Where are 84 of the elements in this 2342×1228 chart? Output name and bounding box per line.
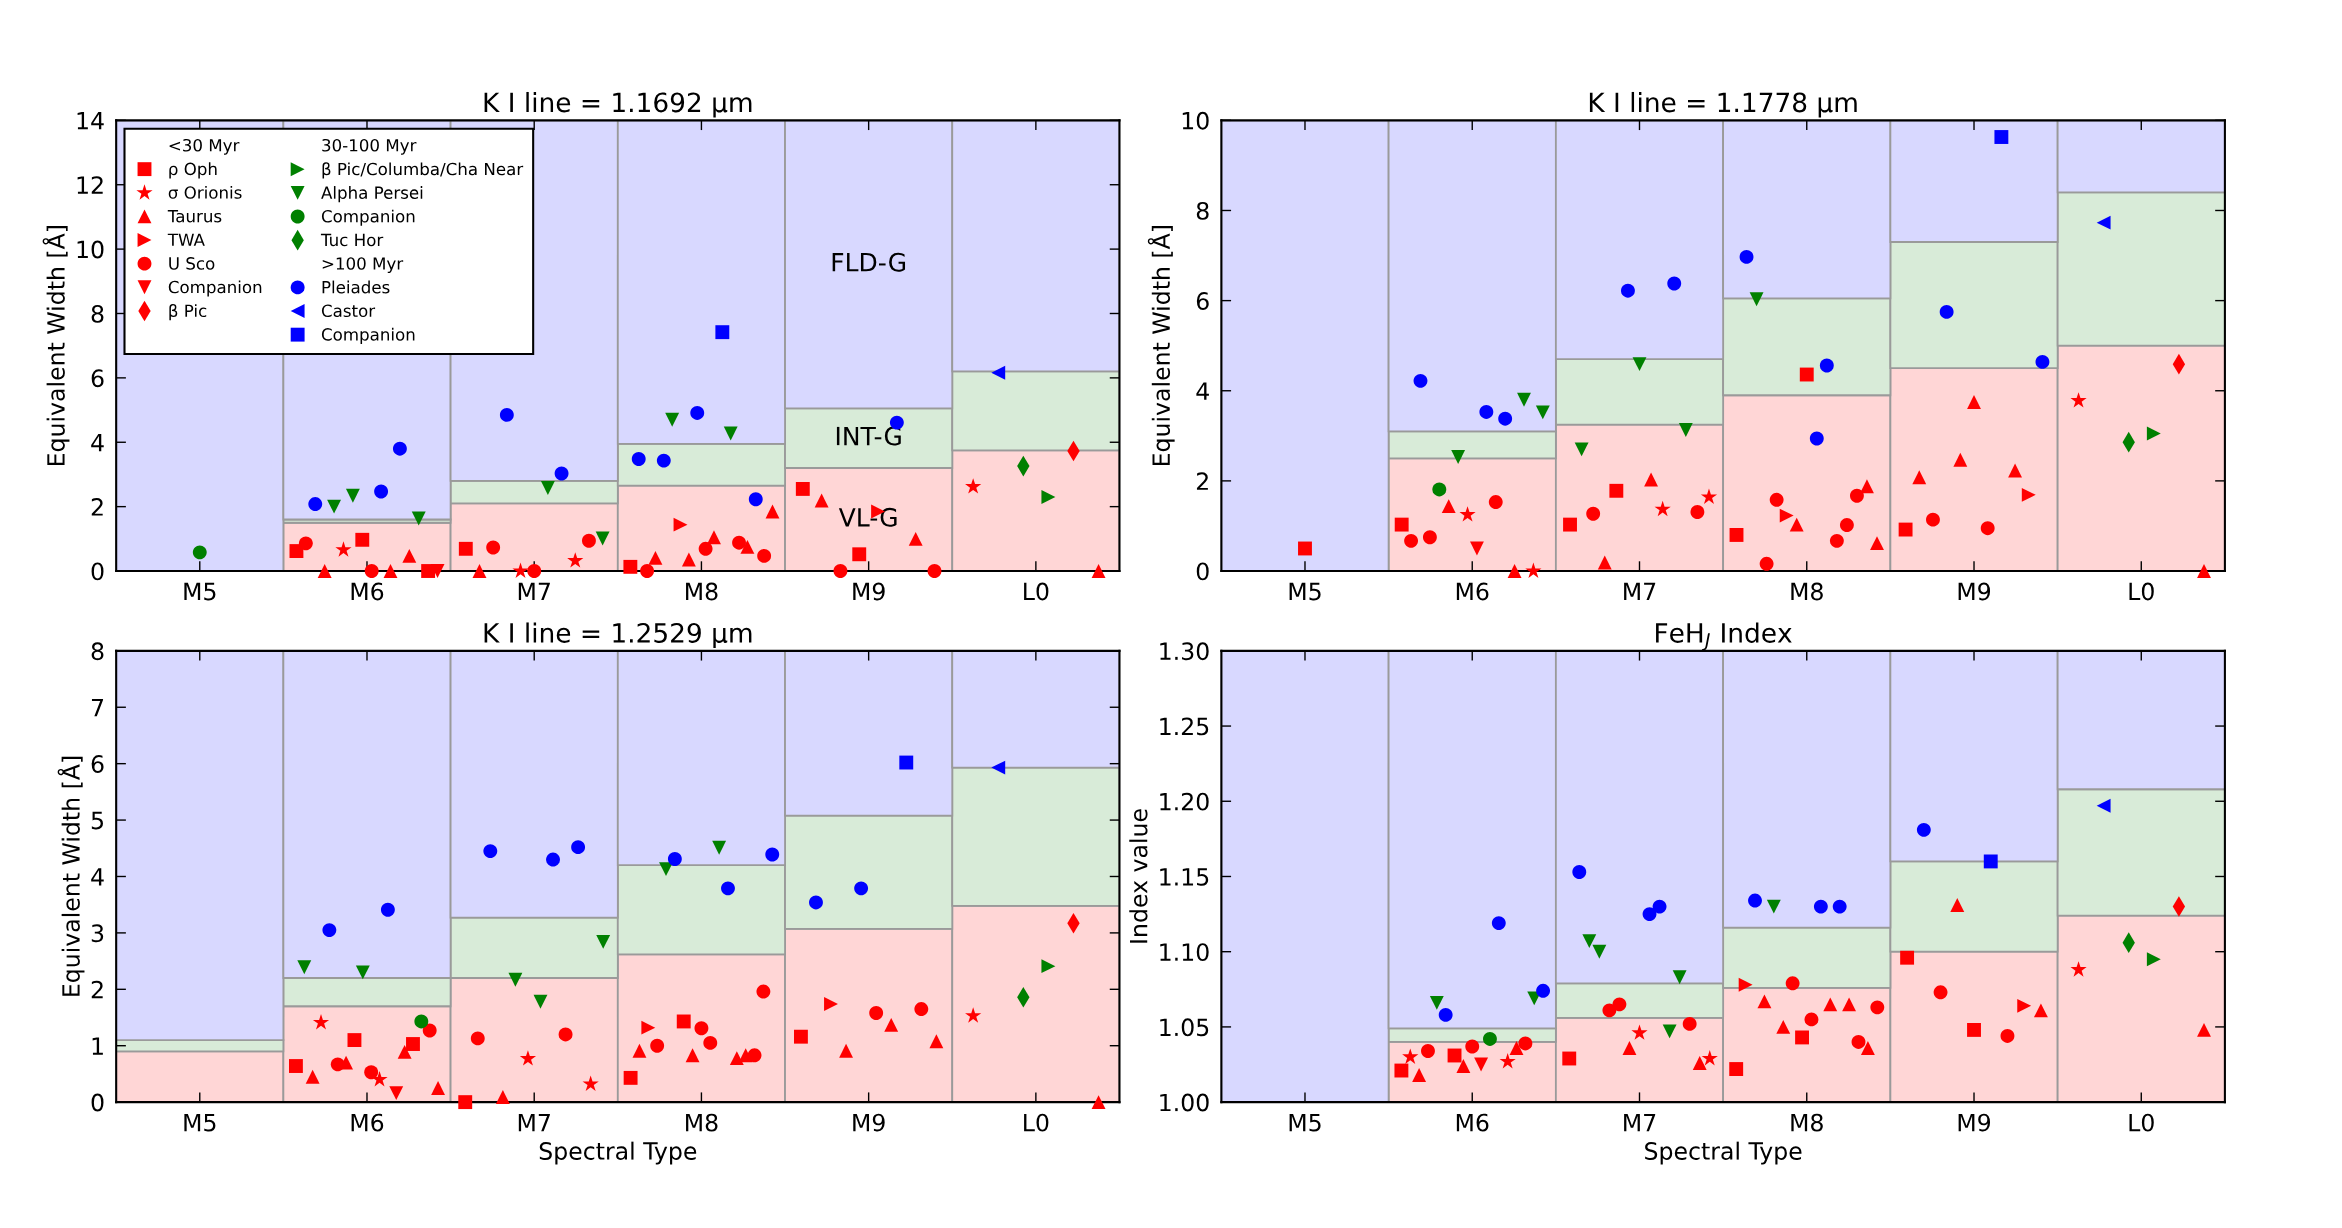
x-tick-label: M6 (1456, 1113, 1489, 1132)
y-tick-label: 1.00 (1160, 1093, 1209, 1112)
legend-label: TWA (167, 233, 205, 246)
x-tick-label: M9 (1958, 582, 1991, 601)
x-tick-label: M8 (686, 1113, 718, 1132)
series-label: INT-G (836, 426, 901, 446)
x-tick-label: M7 (1624, 1113, 1656, 1132)
y-tick-label: 3 (91, 924, 104, 943)
chart-title: K I line = 1.1692 μm (484, 91, 752, 118)
y-tick-label: 6 (1196, 292, 1209, 310)
legend-label: Alpha Persei (321, 186, 423, 203)
legend-label: Pleiades (322, 280, 390, 294)
y-tick-label: 6 (91, 369, 104, 388)
y-tick-label: 0 (91, 1093, 104, 1112)
series-label: VL-G (838, 507, 897, 527)
y-tick-label: 12 (77, 176, 103, 194)
x-tick-label: M5 (1289, 582, 1321, 601)
x-tick-label: L0 (2129, 1113, 2154, 1132)
y-axis-title: Equivalent Width [Å] (1147, 226, 1175, 466)
y-tick-label: 1.05 (1160, 1018, 1209, 1037)
y-tick-label: 8 (91, 304, 104, 323)
x-axis-title: Spectral Type (1645, 1141, 1802, 1165)
legend-label: Companion (321, 327, 415, 344)
y-tick-label: 7 (91, 699, 104, 717)
y-axis-title: Index value (1129, 809, 1148, 943)
y-axis-title: Equivalent Width [Å] (42, 226, 70, 466)
y-tick-label: 1.30 (1160, 642, 1209, 661)
annotation: <30 Myr (169, 138, 240, 155)
chart-title: FeH$_{J}$ Index (1656, 622, 1792, 651)
legend-label: Taurus (167, 210, 222, 223)
x-tick-label: L0 (1024, 582, 1049, 601)
y-tick-label: 4 (91, 434, 104, 452)
y-tick-label: 5 (91, 811, 103, 830)
y-tick-label: 4 (91, 868, 104, 886)
x-tick-label: M5 (184, 582, 216, 601)
y-tick-label: 8 (91, 642, 104, 661)
y-tick-label: 1 (92, 1037, 103, 1055)
annotation: 30-100 Myr (322, 138, 417, 155)
x-tick-label: M8 (1791, 582, 1823, 601)
x-tick-label: M7 (518, 582, 550, 601)
y-tick-label: 0 (1196, 562, 1209, 581)
x-tick-label: M5 (1289, 1113, 1321, 1132)
x-tick-label: M5 (184, 1113, 216, 1132)
x-tick-label: M9 (853, 1113, 885, 1132)
legend-label: ρ Oph (169, 162, 217, 179)
x-tick-label: M9 (1958, 1113, 1991, 1132)
legend-label: U Sco (169, 257, 215, 270)
x-axis-title: Spectral Type (539, 1141, 697, 1165)
legend-label: Castor (321, 304, 376, 318)
x-tick-label: M7 (518, 1113, 550, 1132)
y-tick-label: 10 (77, 240, 104, 259)
y-axis-title: Equivalent Width [Å] (57, 756, 85, 996)
x-tick-label: M9 (853, 582, 885, 601)
x-tick-label: M6 (351, 1113, 384, 1132)
x-tick-label: M6 (351, 582, 384, 601)
y-tick-label: 1.10 (1160, 943, 1209, 962)
chart-title: K I line = 1.2529 μm (484, 622, 752, 648)
y-tick-label: 1.20 (1160, 792, 1209, 811)
legend-label: Companion (321, 209, 415, 226)
x-tick-label: M8 (686, 582, 718, 601)
legend-label: σ Orionis (168, 185, 242, 199)
y-tick-label: 0 (91, 562, 104, 581)
y-tick-label: 4 (1196, 382, 1209, 400)
y-tick-label: 2 (91, 498, 103, 516)
legend-label: β Pic (169, 304, 207, 321)
chart-title: K I line = 1.1778 μm (1589, 91, 1857, 118)
x-tick-label: M7 (1624, 582, 1656, 601)
y-tick-label: 10 (1182, 111, 1209, 130)
y-tick-label: 1.25 (1160, 717, 1209, 736)
legend-label: Companion (168, 280, 262, 297)
legend-label: Tuc Hor (320, 233, 384, 247)
y-tick-label: 8 (1196, 201, 1209, 220)
x-tick-label: L0 (2129, 582, 2154, 601)
x-tick-label: M8 (1791, 1113, 1823, 1132)
y-tick-label: 6 (91, 755, 104, 773)
legend-label: β Pic/Columba/Cha Near (322, 162, 524, 179)
y-tick-label: 1.15 (1160, 868, 1209, 886)
y-tick-label: 2 (1196, 472, 1208, 490)
x-tick-label: M6 (1456, 582, 1489, 601)
series-label: FLD-G (832, 252, 906, 272)
y-tick-label: 2 (91, 980, 103, 999)
annotation: >100 Myr (322, 257, 404, 274)
y-tick-label: 14 (77, 112, 104, 130)
x-tick-label: L0 (1024, 1113, 1049, 1132)
